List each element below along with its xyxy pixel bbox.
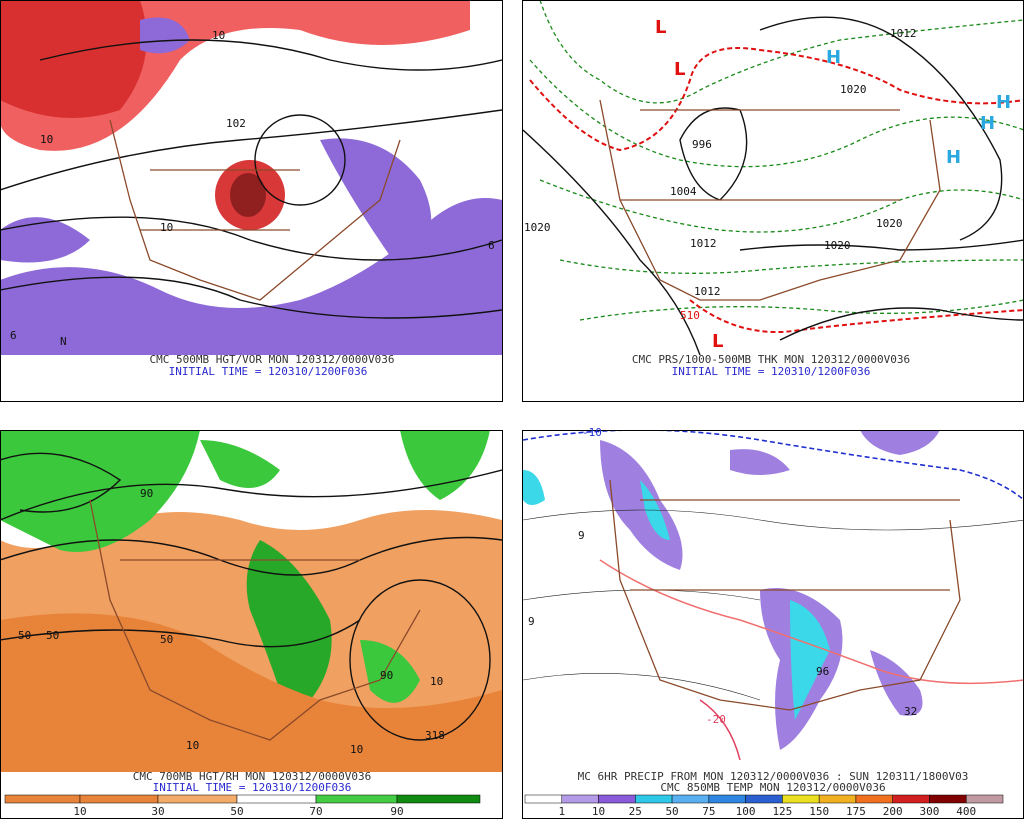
colorbar-swatch [671, 794, 710, 804]
precip-label: 32 [904, 705, 917, 718]
initial-time: INITIAL TIME = 120310/1200F036 [169, 365, 368, 378]
isobar-label: 996 [692, 138, 712, 151]
colorbar-swatch [782, 794, 820, 804]
contour-label: 6 [10, 329, 17, 342]
low-label: L [712, 331, 723, 352]
isobar-label: 1020 [840, 83, 867, 96]
initial-time: INITIAL TIME = 120310/1200F036 [153, 781, 352, 794]
colorbar-swatch [524, 794, 563, 804]
colorbar-label: 400 [956, 805, 976, 818]
low-label: L [674, 59, 685, 80]
contour-label: 102 [226, 117, 246, 130]
caption: CMC 700MB HGT/RH MON 120312/0000V036 [133, 770, 371, 783]
panel-precip: -10 9 9 96 32 -20 MC 6HR PRECIP FROM MON… [522, 426, 1024, 819]
colorbar-label: 75 [702, 805, 715, 818]
isobar-label: 1004 [670, 185, 697, 198]
high-label: H [946, 147, 961, 168]
caption: CMC PRS/1000-500MB THK MON 120312/0000V0… [632, 353, 910, 366]
colorbar-swatch [315, 794, 398, 804]
panel-prs-thk: H H H H L L L 1012 1020 1020 1004 1012 1… [522, 0, 1024, 402]
colorbar-swatch [818, 794, 857, 804]
map [523, 1, 1023, 355]
colorbar-swatch [236, 794, 317, 804]
colorbar: 1 10 25 50 75 100 125 150 175 200 300 400 [524, 794, 1004, 818]
contour-label: 50 [18, 629, 31, 642]
colorbar-swatch [635, 794, 673, 804]
high-label: H [996, 92, 1011, 113]
contour-label: 10 [350, 743, 363, 756]
colorbar-label: 125 [772, 805, 792, 818]
colorbar-swatch [561, 794, 599, 804]
high-label: H [826, 47, 841, 68]
contour-label: 10 [160, 221, 173, 234]
colorbar-label: 200 [883, 805, 903, 818]
caption: MC 6HR PRECIP FROM MON 120312/0000V036 :… [578, 770, 969, 783]
panel-700mb: 50 50 50 90 90 10 10 10 318 CMC 700MB HG… [0, 430, 503, 819]
contour-label: 90 [380, 669, 393, 682]
contour-label: -20 [706, 713, 726, 726]
colorbar-label: 30 [151, 805, 164, 818]
colorbar-swatch [708, 794, 746, 804]
high-label: H [980, 113, 995, 134]
low-label: L [655, 17, 666, 38]
contour-label: 10 [212, 29, 225, 42]
map [523, 431, 1023, 761]
contour-label: 9 [528, 615, 535, 628]
map [1, 1, 502, 355]
panel-500mb: 10 10 10 102 6 6 N CMC 500MB HGT/VOR MON… [0, 0, 503, 402]
contour-label: 6 [488, 239, 495, 252]
colorbar-label: 175 [846, 805, 866, 818]
initial-time: INITIAL TIME = 120310/1200F036 [672, 365, 871, 378]
contour-label: 9 [578, 529, 585, 542]
contour-label: 318 [425, 729, 445, 742]
colorbar-swatch [157, 794, 238, 804]
caption-temp: CMC 850MB TEMP MON 120312/0000V036 [660, 781, 885, 794]
colorbar: 10 30 50 70 90 [4, 794, 481, 818]
contour-label: 10 [40, 133, 53, 146]
contour-label: 50 [160, 633, 173, 646]
isobar-label: 1020 [524, 221, 551, 234]
colorbar-label: 150 [809, 805, 829, 818]
contour-label: -10 [582, 426, 602, 439]
colorbar-swatch [965, 794, 1004, 804]
precip-label: 96 [816, 665, 829, 678]
colorbar-label: 25 [629, 805, 642, 818]
colorbar-label: 100 [736, 805, 756, 818]
map [1, 431, 502, 772]
contour-label: 10 [430, 675, 443, 688]
isobar-label: 1020 [876, 217, 903, 230]
contour-label: 50 [46, 629, 59, 642]
thickness-label: 510 [680, 309, 700, 322]
isobar-label: 1012 [890, 27, 917, 40]
colorbar-label: 10 [73, 805, 86, 818]
colorbar-label: 1 [558, 805, 565, 818]
colorbar-label: 90 [390, 805, 403, 818]
colorbar-label: 70 [309, 805, 322, 818]
panel-frame [522, 0, 1024, 402]
colorbar-label: 300 [920, 805, 940, 818]
contour-label: 10 [186, 739, 199, 752]
colorbar-label: 50 [230, 805, 243, 818]
colorbar-swatch [4, 794, 81, 804]
isobar-label: 1020 [824, 239, 851, 252]
contour-label: N [60, 335, 67, 348]
caption: CMC 500MB HGT/VOR MON 120312/0000V036 [149, 353, 394, 366]
colorbar-swatch [598, 794, 636, 804]
contour-label: 90 [140, 487, 153, 500]
colorbar-swatch [745, 794, 783, 804]
isobar-label: 1012 [694, 285, 721, 298]
colorbar-swatch [396, 794, 481, 804]
isobar-label: 1012 [690, 237, 717, 250]
colorbar-swatch [892, 794, 930, 804]
colorbar-label: 50 [665, 805, 678, 818]
colorbar-swatch [929, 794, 967, 804]
colorbar-label: 10 [592, 805, 605, 818]
colorbar-swatch [855, 794, 893, 804]
colorbar-swatch [79, 794, 159, 804]
